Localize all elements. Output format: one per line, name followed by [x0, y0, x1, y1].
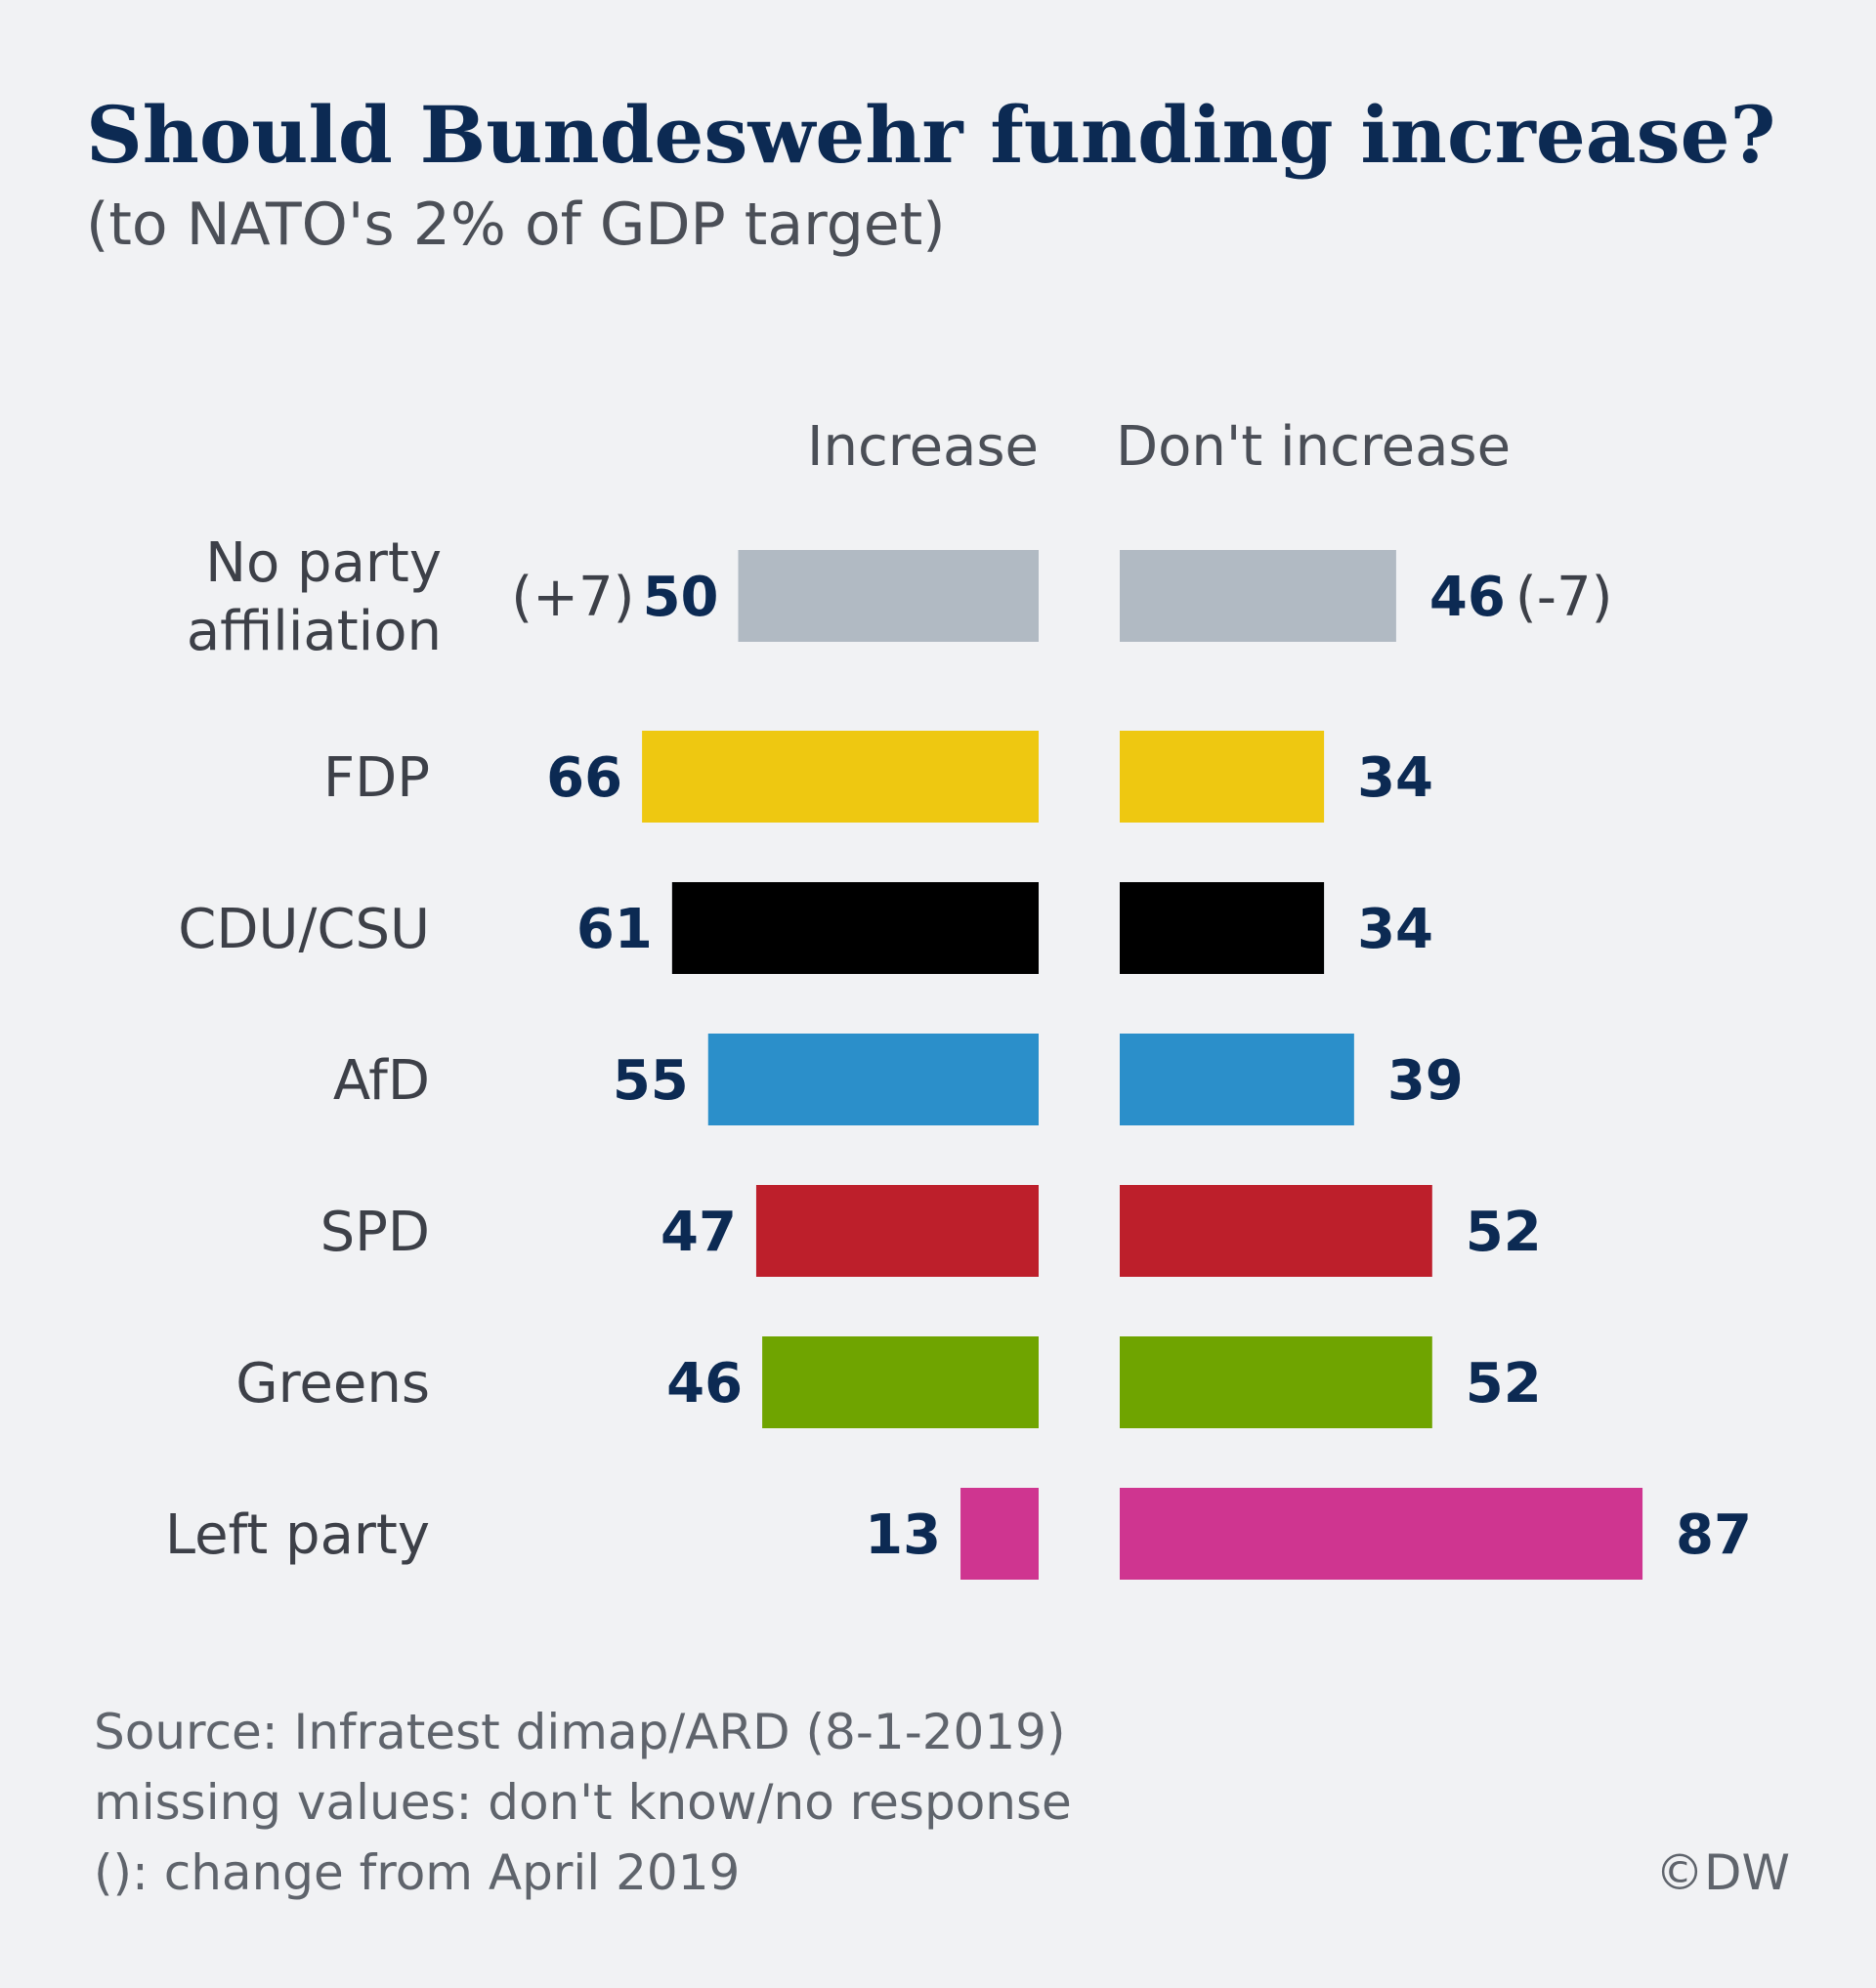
chart-title: Should Bundeswehr funding increase?: [86, 89, 1776, 181]
bar-increase: [960, 1488, 1039, 1580]
value-label-increase: 61: [576, 898, 653, 961]
bar-increase: [762, 1336, 1039, 1428]
header-increase: Increase: [807, 415, 1039, 479]
value-label-increase: 50: [643, 566, 719, 629]
dw-credit: ©DW: [1655, 1844, 1790, 1901]
value-label-increase: 47: [661, 1201, 737, 1264]
diverging-bar-chart: Increase Don't increase No partyaffiliatio…: [165, 415, 1752, 1580]
change-label-increase: (+7): [511, 566, 634, 629]
bar-increase: [671, 882, 1039, 974]
bar-dont-increase: [1120, 882, 1325, 974]
value-label-dont-increase: 52: [1466, 1201, 1542, 1264]
value-label-dont-increase: 52: [1466, 1352, 1542, 1416]
change-label-dont-increase: (-7): [1515, 566, 1613, 629]
bar-increase: [642, 731, 1039, 823]
value-label-dont-increase: 46: [1429, 566, 1506, 629]
category-label: CDU/CSU: [178, 898, 430, 961]
category-label: SPD: [320, 1201, 430, 1264]
category-label: AfD: [333, 1049, 430, 1113]
bar-increase: [755, 1185, 1039, 1277]
bar-dont-increase: [1120, 731, 1325, 823]
value-label-dont-increase: 39: [1387, 1049, 1464, 1113]
value-label-increase: 55: [613, 1049, 689, 1113]
value-label-increase: 46: [666, 1352, 743, 1416]
value-label-dont-increase: 87: [1676, 1503, 1752, 1567]
bar-increase: [738, 550, 1039, 642]
category-label: Left party: [165, 1503, 430, 1567]
value-label-increase: 66: [546, 746, 622, 810]
source-note: Source: Infratest dimap/ARD (8-1-2019): [94, 1704, 1066, 1760]
category-label: Greens: [235, 1352, 430, 1416]
category-label: FDP: [323, 746, 430, 810]
value-label-dont-increase: 34: [1357, 898, 1433, 961]
bar-dont-increase: [1120, 1336, 1432, 1428]
chart-subtitle: (to NATO's 2% of GDP target): [86, 190, 946, 259]
bar-dont-increase: [1120, 1185, 1432, 1277]
bar-dont-increase: [1120, 1034, 1354, 1125]
bar-dont-increase: [1120, 1488, 1643, 1580]
value-label-increase: 13: [865, 1503, 941, 1567]
category-label: affiliation: [187, 600, 442, 663]
bar-dont-increase: [1120, 550, 1396, 642]
category-label: No party: [205, 531, 442, 595]
bar-increase: [707, 1034, 1039, 1125]
change-note: (): change from April 2019: [94, 1844, 741, 1901]
header-dont-increase: Don't increase: [1116, 415, 1511, 479]
value-label-dont-increase: 34: [1357, 746, 1433, 810]
missing-values-note: missing values: don't know/no response: [94, 1774, 1072, 1831]
